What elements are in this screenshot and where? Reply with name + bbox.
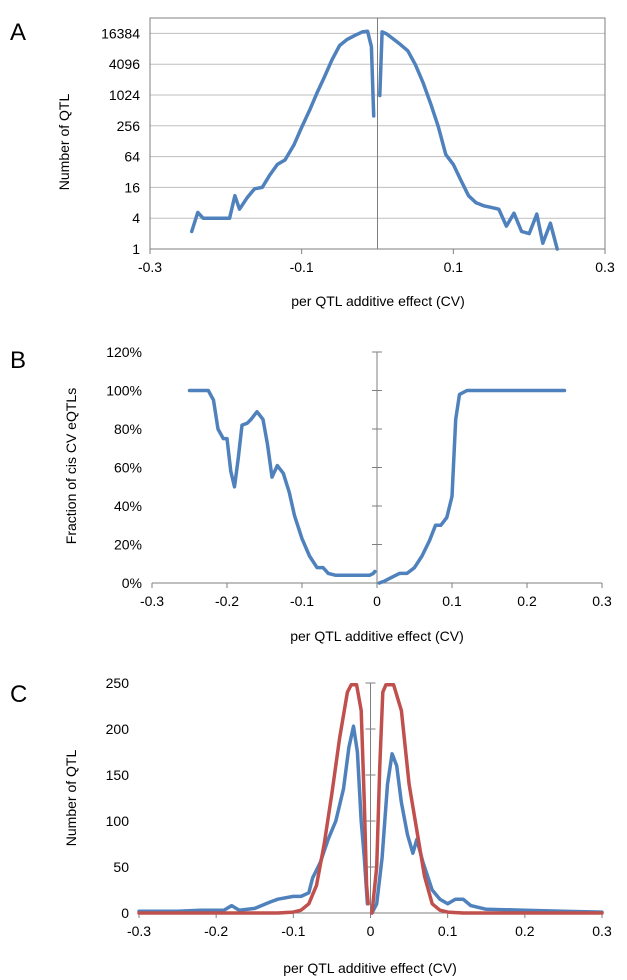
panel-b-tick-labels: 0% 20% 40% 60% 80% 100% 120% -0.3 -0.2 -0.1 0 0.1 0.… — [106, 344, 612, 609]
panel-c-xlabel: per QTL additive effect (CV) — [283, 960, 457, 976]
panel-a-xlabel: per QTL additive effect (CV) — [291, 293, 465, 309]
panel-b-series-1-line-segment-2 — [377, 388, 567, 585]
panel-c-y-tick-label-2: 100 — [106, 813, 130, 829]
panel-b-axes — [151, 351, 603, 588]
panel-a-ylabel: Number of QTL — [56, 94, 72, 191]
panel-c-x-tick-label-3: 0 — [367, 923, 375, 939]
panel-b-x-tick-label-4: 0.1 — [442, 593, 462, 609]
panel-c-x-tick-label-2: -0.1 — [281, 923, 305, 939]
panel-a-series — [189, 29, 559, 251]
panel-a-x-tick-label-2: 0.1 — [444, 259, 464, 275]
panel-a-y-tick-label-6: 4096 — [109, 56, 140, 72]
panel-a-x-tick-label-0: -0.3 — [138, 259, 162, 275]
panel-a-x-tick-label-1: -0.1 — [290, 259, 314, 275]
panel-c-axes — [138, 682, 603, 918]
panel-c-series-1-line-segment-1 — [137, 724, 370, 913]
panel-b-x-tick-label-3: 0 — [373, 593, 381, 609]
panel-c-tick-labels: 0 50 100 150 200 250 -0.3 -0.2 -0.1 0 0.1 0.2 0.3 — [106, 675, 612, 939]
panel-b-x-tick-label-0: -0.3 — [140, 593, 164, 609]
panel-a-tick-labels: 1 4 16 64 256 1024 4096 16384 -0.3 -0.1 0.1 0.3 — [101, 25, 615, 275]
panel-b-x-tick-label-6: 0.3 — [592, 593, 612, 609]
panel-b-y-tick-label-3: 60% — [114, 460, 142, 476]
panel-b-y-tick-label-1: 20% — [114, 537, 142, 553]
panel-c-series-2-line-segment-2 — [370, 683, 604, 915]
panel-c-x-tick-label-4: 0.1 — [438, 923, 458, 939]
panel-b-ylabel: Fraction of cis CV eQTLs — [63, 388, 79, 544]
panel-b-y-tick-label-4: 80% — [114, 421, 142, 437]
panel-c-series-2-line-segment-1 — [137, 683, 370, 915]
panel-c-series — [137, 683, 604, 915]
panel-a-y-tick-label-0: 1 — [132, 241, 140, 257]
panel-b-xlabel: per QTL additive effect (CV) — [290, 628, 464, 644]
panel-b: B 0% 20% 40% 60% 80% 100% 120% -0.3 -0.2 -0.1 0 0.1… — [10, 344, 612, 644]
panel-c-y-tick-label-3: 150 — [106, 767, 130, 783]
panel-a-y-tick-label-1: 4 — [132, 210, 140, 226]
panel-a-y-tick-label-3: 64 — [124, 149, 140, 165]
panel-a-y-tick-label-5: 1024 — [109, 87, 140, 103]
panel-c-y-tick-label-1: 50 — [113, 859, 129, 875]
panel-c-ylabel: Number of QTL — [63, 750, 79, 847]
panel-c-y-tick-label-0: 0 — [121, 905, 129, 921]
panel-b-y-tick-label-0: 0% — [122, 575, 142, 591]
panel-b-series-1-line-segment-1 — [187, 388, 377, 578]
panel-b-x-tick-label-5: 0.2 — [517, 593, 537, 609]
panel-a-y-tick-label-4: 256 — [117, 118, 141, 134]
panel-c-y-tick-label-5: 250 — [106, 675, 130, 691]
panel-a-y-tick-label-2: 16 — [124, 179, 140, 195]
panel-a-series-1-line-segment-1 — [189, 29, 376, 234]
panel-a-x-tick-label-3: 0.3 — [595, 259, 615, 275]
panel-b-series — [187, 388, 567, 585]
panel-a-series-1-line-segment-2 — [378, 30, 559, 251]
panel-c-x-tick-label-0: -0.3 — [127, 923, 151, 939]
panel-a: A 1 4 16 64 256 1024 4096 16384 -0.3 -0.1 0.1 0.3 p… — [10, 17, 615, 309]
panel-c-x-tick-label-6: 0.3 — [592, 923, 612, 939]
panel-b-letter: B — [10, 347, 26, 374]
panel-c-x-tick-label-5: 0.2 — [515, 923, 535, 939]
panel-c-y-tick-label-4: 200 — [106, 721, 130, 737]
panel-c-x-tick-label-1: -0.2 — [204, 923, 228, 939]
panel-c-letter: C — [10, 681, 27, 708]
panel-b-x-tick-label-2: -0.1 — [290, 593, 314, 609]
panel-a-axes — [149, 17, 606, 254]
panel-a-letter: A — [10, 19, 26, 46]
panel-c-series-1-line-segment-2 — [370, 752, 604, 915]
panel-b-y-tick-label-2: 40% — [114, 498, 142, 514]
panel-b-x-tick-label-1: -0.2 — [215, 593, 239, 609]
panel-b-y-tick-label-6: 120% — [106, 344, 142, 360]
panel-b-y-tick-label-5: 100% — [106, 383, 142, 399]
panel-a-y-tick-label-7: 16384 — [101, 25, 140, 41]
